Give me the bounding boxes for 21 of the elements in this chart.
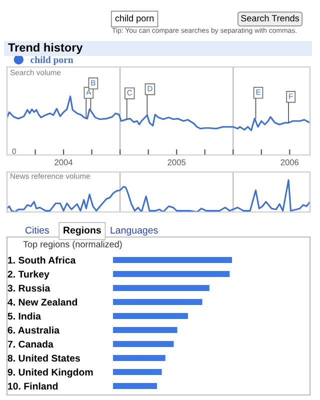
text: Languages [110, 226, 158, 236]
y-tick-label: 8. United States [8, 354, 80, 362]
y-tick-label: 9. United Kingdom [8, 368, 93, 378]
y-tick-label: 1. South Africa [8, 256, 76, 264]
x-tick-label: 2006 [280, 159, 299, 166]
text: Cities [25, 226, 49, 234]
legend-label: child porn [30, 56, 74, 66]
y-tick-label: 6. Australia [8, 326, 60, 334]
y-tick-label: 2. Turkey [8, 270, 50, 280]
y-tick-label: 10. Finland [8, 382, 58, 390]
text: Search Trends [241, 14, 300, 22]
text: Regions [64, 226, 101, 236]
x-tick-label: 2005 [168, 159, 186, 166]
y-tick-label: 5. India [8, 312, 41, 320]
chart-title: Trend history [8, 43, 83, 54]
y-tick-label: 7. Canada [8, 340, 54, 348]
text: child porn [115, 14, 154, 24]
y-tick-label: 3. Russia [8, 284, 50, 292]
x-tick-label: 2004 [54, 159, 73, 166]
chart-title: Top regions (normalized) [23, 240, 122, 250]
y-tick-label: 4. New Zealand [8, 298, 78, 306]
